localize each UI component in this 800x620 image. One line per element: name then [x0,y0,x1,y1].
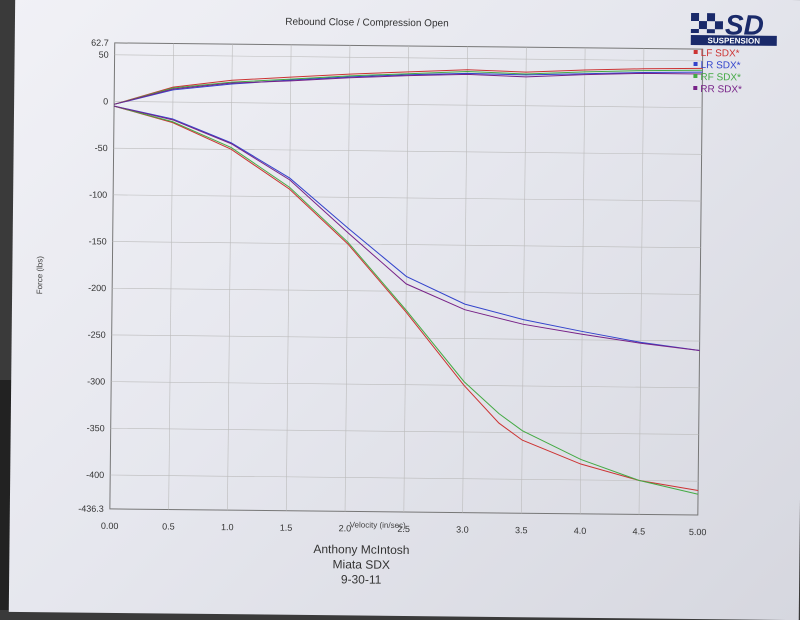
x-tick-label: 0.5 [162,521,175,531]
legend-swatch [693,61,698,67]
series-1-compression-line [113,67,703,105]
checkered-flag-icon [690,12,723,34]
legend-entry: RF SDX* [700,72,741,83]
y-tick-label: -250 [88,330,106,340]
x-tick-label: 1.0 [221,522,234,532]
series-4-compression-line [113,72,703,105]
dyno-chart: 62.7 50 0 -50 -100 -150 -200 -250 -300 -350 -400 -4… [35,9,777,587]
y-tick-label: -150 [89,236,107,246]
x-tick-label: 2.0 [339,523,352,533]
x-grid-line [344,45,351,512]
x-grid-line [521,47,527,514]
y-tick-label: -300 [87,376,105,386]
y-axis-label: Force (lbs) [35,256,44,295]
x-tick-label: 3.5 [515,525,528,535]
legend-swatch [693,49,698,55]
footer-date: 9-30-11 [341,572,382,586]
x-grid-line [579,47,586,514]
x-tick-label: 3.0 [456,525,469,535]
footer-name: Anthony McIntosh [313,542,409,557]
x-grid-line [403,46,410,512]
legend-swatch [693,73,698,79]
legend-entry: RR SDX* [700,84,742,95]
x-grid-line [227,44,233,511]
x-tick-label: 1.5 [280,523,293,533]
x-tick-label: 2.5 [397,524,410,534]
y-tick-label: -50 [95,143,108,153]
x-tick-label: 4.5 [633,526,646,536]
y-tick-label: -436.3 [78,504,104,514]
x-axis-label: Velocity (in/sec) [350,520,406,530]
series-1-rebound-line [113,105,699,491]
x-tick-label: 0.00 [101,521,119,531]
legend-entry: LF SDX* [701,48,740,59]
y-tick-label: -400 [86,470,104,480]
grid-lines [110,43,703,515]
legend: LF SDX*LR SDX*RF SDX*RR SDX* [693,48,742,95]
legend-swatch [693,85,698,91]
footer-model: Miata SDX [333,557,391,572]
series-2-rebound-line [113,105,700,351]
y-tick-labels: 62.7 50 0 -50 -100 -150 -200 -250 -300 -350 -400 -4… [78,38,109,514]
paper-sheet: 62.7 50 0 -50 -100 -150 -200 -250 -300 -350 -400 -4… [8,0,800,620]
logo-subtext: SUSPENSION [708,36,761,46]
y-tick-label: -100 [89,190,107,200]
y-tick-label: 50 [99,50,109,60]
series-4-rebound-line [113,105,700,351]
sd-logo: SD SUSPENSION [690,9,777,46]
series-3-compression-line [113,69,703,105]
x-tick-label: 4.0 [574,526,587,536]
chart-title: Rebound Close / Compression Open [285,17,449,30]
x-tick-labels: 0.00 0.5 1.0 1.5 2.0 2.5 3.0 3.5 4.0 4.5 5.00 [101,521,707,537]
y-tick-label: -350 [87,423,105,433]
series-lines [113,67,703,495]
series-3-rebound-line [113,105,699,495]
y-tick-label: -200 [88,283,106,293]
y-tick-label: 62.7 [91,38,109,48]
x-grid-line [285,44,292,511]
x-grid-line [638,48,645,515]
x-tick-label: 5.00 [689,527,707,537]
y-tick-label: 0 [103,96,108,106]
x-grid-line [462,46,468,513]
series-2-compression-line [113,71,703,105]
x-grid-line [168,43,174,510]
logo-banner [690,34,777,46]
legend-entry: LR SDX* [700,60,740,71]
